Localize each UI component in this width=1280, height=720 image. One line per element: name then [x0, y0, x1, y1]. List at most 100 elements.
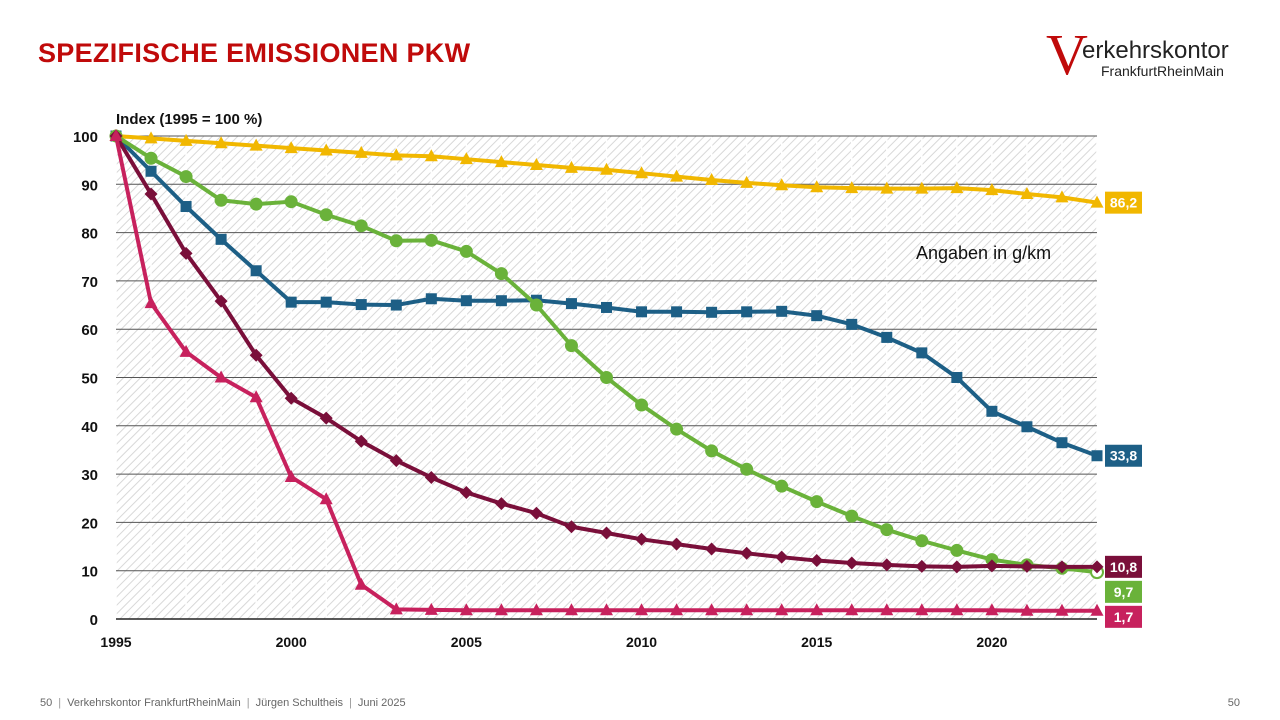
data-point — [1090, 603, 1104, 616]
y-tick-label: 0 — [90, 612, 98, 629]
data-point — [915, 534, 929, 548]
data-point — [355, 299, 367, 311]
data-point — [740, 462, 754, 476]
data-point — [249, 138, 263, 151]
data-point — [354, 219, 368, 233]
data-point — [1056, 437, 1068, 449]
data-point — [180, 201, 192, 213]
x-tick-label: 2005 — [451, 634, 482, 650]
data-point — [985, 603, 999, 616]
x-tick-label: 2000 — [276, 634, 307, 650]
data-point — [600, 162, 613, 175]
data-point — [880, 603, 894, 616]
data-point — [389, 454, 403, 468]
end-label-box-yellow — [1105, 191, 1142, 214]
data-point — [214, 193, 228, 207]
data-point — [564, 160, 578, 173]
data-point — [424, 602, 438, 615]
data-point — [319, 208, 333, 222]
footer: 50 | Verkehrskontor FrankfurtRheinMain | Jür… — [40, 697, 406, 709]
end-label-box-blue — [1105, 444, 1142, 467]
data-point — [1090, 560, 1104, 574]
data-point — [1090, 195, 1104, 208]
data-point — [179, 170, 193, 184]
data-point — [600, 371, 613, 384]
y-tick-label: 90 — [81, 177, 98, 194]
data-point — [564, 603, 578, 616]
data-point — [319, 492, 333, 505]
data-point — [845, 556, 859, 570]
y-tick-label: 100 — [73, 129, 98, 146]
data-point — [144, 151, 158, 165]
x-tick-label: 1995 — [100, 634, 131, 650]
logo-subtitle: FrankfurtRheinMain — [1101, 63, 1224, 79]
data-point — [740, 175, 754, 188]
data-point — [459, 603, 473, 616]
data-point — [810, 554, 824, 568]
data-point — [985, 183, 999, 196]
data-point — [354, 434, 368, 448]
data-point — [109, 129, 123, 141]
data-point — [810, 180, 824, 193]
data-point — [564, 339, 578, 353]
data-point — [319, 143, 333, 156]
logo-brand: erkehrskontor — [1082, 37, 1229, 64]
data-point — [320, 296, 332, 308]
data-point — [284, 195, 298, 209]
end-value-label-green: 9,7 — [1114, 584, 1134, 600]
data-point — [145, 165, 157, 177]
data-point — [950, 181, 964, 194]
footer-page: 50 — [40, 697, 53, 709]
data-point — [705, 172, 719, 185]
data-point — [670, 422, 684, 436]
data-point — [529, 506, 543, 520]
data-point — [285, 296, 297, 308]
footer-org: Verkehrskontor FrankfurtRheinMain — [67, 697, 241, 709]
data-point — [494, 603, 508, 616]
data-point — [811, 310, 823, 322]
data-point — [950, 543, 964, 557]
y-tick-label: 20 — [81, 515, 98, 532]
data-point — [776, 305, 788, 317]
data-point — [810, 495, 824, 509]
end-value-label-pink: 1,7 — [1114, 609, 1134, 625]
end-value-label-darkred: 10,8 — [1110, 559, 1137, 575]
data-point — [1055, 190, 1069, 203]
data-point — [529, 298, 543, 312]
data-point — [214, 136, 228, 149]
data-point — [564, 520, 578, 534]
data-point — [179, 246, 193, 260]
data-point — [494, 497, 508, 511]
data-point — [845, 603, 859, 616]
data-point — [460, 295, 472, 307]
data-point — [636, 306, 648, 318]
data-point — [459, 244, 473, 258]
data-point — [915, 603, 929, 616]
data-point — [985, 559, 999, 573]
data-point — [775, 550, 789, 564]
data-point — [1055, 603, 1069, 616]
data-point — [284, 469, 298, 482]
series-pink — [109, 129, 1104, 616]
data-point — [705, 542, 719, 556]
data-point — [565, 298, 577, 310]
data-point — [1021, 421, 1033, 433]
data-point — [846, 318, 858, 330]
data-point — [670, 603, 684, 616]
data-point — [740, 603, 754, 616]
data-point — [880, 181, 894, 194]
data-point — [249, 390, 263, 403]
series-darkred — [109, 129, 1104, 574]
data-point — [495, 295, 507, 307]
data-point — [389, 234, 403, 248]
chart-title: Index (1995 = 100 %) — [116, 111, 262, 128]
data-point — [424, 470, 438, 484]
data-point — [880, 558, 894, 572]
data-point — [389, 602, 403, 615]
y-tick-label: 10 — [81, 564, 98, 581]
end-label-box-green — [1105, 580, 1142, 603]
data-point — [424, 233, 438, 247]
data-point — [284, 141, 298, 154]
end-value-label-blue: 33,8 — [1110, 448, 1137, 464]
